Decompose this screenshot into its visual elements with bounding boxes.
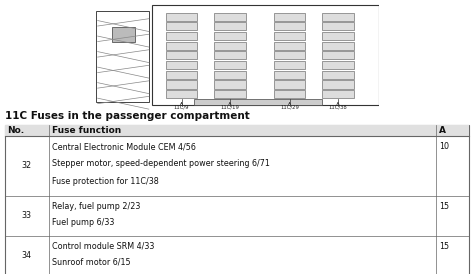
Bar bbox=[322, 71, 354, 79]
Bar bbox=[322, 90, 354, 98]
Text: Fuel pump 6/33: Fuel pump 6/33 bbox=[52, 218, 114, 227]
Bar bbox=[274, 61, 305, 69]
Bar bbox=[166, 22, 197, 30]
Text: 11C Fuses in the passenger compartment: 11C Fuses in the passenger compartment bbox=[5, 112, 249, 121]
Text: Fuse protection for 11C/38: Fuse protection for 11C/38 bbox=[52, 176, 158, 185]
Bar bbox=[274, 22, 305, 30]
Bar bbox=[274, 52, 305, 59]
Text: 33: 33 bbox=[22, 211, 32, 220]
Bar bbox=[166, 32, 197, 40]
Text: 34: 34 bbox=[22, 251, 32, 260]
Bar bbox=[166, 42, 197, 50]
Text: Relay, fuel pump 2/23: Relay, fuel pump 2/23 bbox=[52, 202, 140, 210]
Bar bbox=[166, 52, 197, 59]
Bar bbox=[274, 32, 305, 40]
Text: 32: 32 bbox=[22, 161, 32, 170]
Bar bbox=[166, 61, 197, 69]
Bar bbox=[322, 52, 354, 59]
Bar bbox=[214, 42, 246, 50]
Text: 15: 15 bbox=[438, 242, 449, 250]
Bar bbox=[214, 71, 246, 79]
Text: 11C/38: 11C/38 bbox=[328, 104, 347, 110]
Bar bbox=[166, 90, 197, 98]
Text: 10: 10 bbox=[438, 142, 449, 151]
Bar bbox=[322, 13, 354, 21]
Bar bbox=[322, 42, 354, 50]
Text: 15: 15 bbox=[438, 202, 449, 210]
Bar bbox=[166, 81, 197, 89]
Bar bbox=[322, 61, 354, 69]
Bar bbox=[112, 27, 135, 42]
Bar bbox=[166, 13, 197, 21]
Text: Stepper motor, speed-dependent power steering 6/71: Stepper motor, speed-dependent power ste… bbox=[52, 159, 270, 169]
Bar bbox=[274, 90, 305, 98]
Bar bbox=[96, 10, 149, 102]
Text: 11C/9: 11C/9 bbox=[174, 104, 189, 110]
Bar bbox=[214, 81, 246, 89]
Bar bbox=[322, 22, 354, 30]
Bar bbox=[194, 99, 322, 105]
Bar bbox=[152, 5, 379, 105]
Bar bbox=[214, 90, 246, 98]
Text: Sunroof motor 6/15: Sunroof motor 6/15 bbox=[52, 258, 130, 267]
Text: 11C/19: 11C/19 bbox=[220, 104, 239, 110]
Text: 11C/29: 11C/29 bbox=[280, 104, 299, 110]
Text: Control module SRM 4/33: Control module SRM 4/33 bbox=[52, 242, 154, 250]
Bar bbox=[274, 81, 305, 89]
Bar bbox=[214, 52, 246, 59]
Bar bbox=[166, 71, 197, 79]
Bar bbox=[214, 22, 246, 30]
Bar bbox=[322, 81, 354, 89]
Bar bbox=[274, 42, 305, 50]
Bar bbox=[214, 61, 246, 69]
Bar bbox=[214, 32, 246, 40]
Text: No.: No. bbox=[8, 126, 25, 135]
Bar bbox=[274, 71, 305, 79]
Text: Fuse function: Fuse function bbox=[52, 126, 121, 135]
Text: Central Electronic Module CEM 4/56: Central Electronic Module CEM 4/56 bbox=[52, 142, 196, 151]
Bar bbox=[274, 13, 305, 21]
Bar bbox=[214, 13, 246, 21]
Text: A: A bbox=[438, 126, 446, 135]
Bar bbox=[322, 32, 354, 40]
